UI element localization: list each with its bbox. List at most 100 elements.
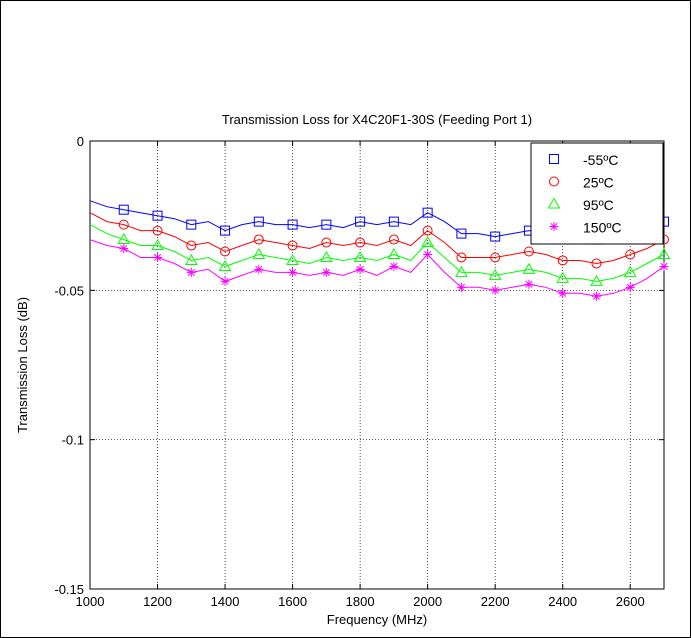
axis-ticks: 1000 1200 1400 1600 1800 2000 2200 2400 2600 -0.1… — [54, 134, 664, 609]
series-marker — [556, 271, 570, 283]
legend: -55ºC 25ºC 95ºC 150ºC — [530, 142, 664, 245]
series-marker — [118, 204, 129, 215]
series-marker — [625, 282, 635, 292]
series-marker — [625, 249, 636, 260]
series-marker — [218, 259, 232, 271]
series-line — [89, 239, 665, 297]
series-line — [89, 224, 665, 282]
series-marker — [659, 261, 669, 271]
series-marker — [321, 237, 332, 248]
series-marker — [389, 261, 399, 271]
series-marker — [153, 252, 163, 262]
series-marker — [151, 239, 164, 251]
series-marker — [456, 282, 466, 292]
series-marker — [524, 279, 534, 289]
series-marker — [118, 219, 129, 230]
series-marker — [355, 216, 366, 227]
plot-area — [89, 140, 665, 590]
y-tick-label: 0 — [77, 134, 84, 149]
series-marker — [186, 219, 197, 230]
series-marker — [287, 219, 298, 230]
x-tick-label: 1000 — [76, 594, 105, 609]
series-marker — [388, 234, 399, 245]
series-marker — [657, 247, 671, 259]
legend-marker — [549, 154, 559, 164]
legend-entry: -55ºC — [549, 152, 618, 168]
series-marker — [422, 207, 433, 218]
y-tick-label: -0.1 — [62, 433, 84, 448]
series-marker — [590, 274, 603, 286]
x-tick-label: 2000 — [413, 594, 442, 609]
series-marker — [387, 247, 401, 259]
series-marker — [184, 253, 198, 265]
x-tick-label: 2600 — [616, 594, 645, 609]
series-marker — [422, 225, 433, 236]
series-marker — [252, 247, 266, 259]
legend-label: 150ºC — [583, 220, 622, 236]
series-marker — [490, 285, 500, 295]
series-marker — [152, 210, 163, 221]
series-marker — [186, 240, 197, 251]
x-axis-label: Frequency (MHz) — [327, 612, 427, 627]
series-marker — [523, 246, 534, 257]
y-axis-label: Transmission Loss (dB) — [15, 297, 30, 433]
series-marker — [355, 237, 366, 248]
series-marker — [490, 231, 501, 242]
series-marker — [253, 216, 264, 227]
y-tick-label: -0.15 — [54, 582, 84, 597]
series-marker — [119, 244, 129, 254]
series-marker — [220, 276, 230, 286]
series-marker — [286, 253, 299, 265]
series-2 — [89, 212, 669, 269]
x-tick-label: 2400 — [548, 594, 577, 609]
series-marker — [319, 250, 333, 262]
series-marker — [388, 216, 399, 227]
series-marker — [254, 264, 264, 274]
legend-entry: 95ºC — [547, 197, 614, 213]
series-marker — [355, 264, 365, 274]
series-marker — [253, 234, 264, 245]
series-marker — [557, 255, 568, 266]
chart-title: Transmission Loss for X4C20F1-30S (Feedi… — [222, 112, 532, 127]
series-marker — [488, 268, 502, 280]
series-marker — [287, 240, 298, 251]
series-marker — [288, 267, 298, 277]
series-marker — [353, 250, 367, 262]
x-tick-label: 1400 — [211, 594, 240, 609]
series-marker — [321, 267, 331, 277]
series-marker — [421, 236, 435, 248]
series-marker — [591, 258, 602, 269]
series-marker — [186, 267, 196, 277]
series-line — [89, 212, 665, 265]
legend-label: -55ºC — [583, 152, 618, 168]
series-marker — [591, 291, 601, 301]
series-marker — [623, 265, 637, 277]
legend-marker — [549, 176, 559, 187]
series-marker — [456, 252, 467, 263]
x-tick-label: 2200 — [481, 594, 510, 609]
series-marker — [558, 288, 568, 298]
series-3 — [89, 224, 671, 286]
series-marker — [423, 249, 433, 259]
series-marker — [117, 233, 131, 245]
series-marker — [456, 228, 467, 239]
series-4 — [89, 239, 669, 301]
x-tick-label: 1200 — [143, 594, 172, 609]
legend-entry: 150ºC — [549, 220, 622, 236]
series-marker — [321, 219, 332, 230]
legend-label: 25ºC — [583, 175, 614, 191]
x-tick-label: 1800 — [346, 594, 375, 609]
legend-label: 95ºC — [583, 197, 614, 213]
series-marker — [220, 225, 231, 236]
series-marker — [490, 252, 501, 263]
legend-marker — [549, 222, 559, 231]
legend-marker — [547, 197, 561, 209]
series-marker — [455, 265, 468, 277]
series-marker — [522, 262, 536, 274]
y-tick-label: -0.05 — [54, 283, 84, 298]
series-marker — [152, 225, 163, 236]
x-tick-label: 1600 — [278, 594, 307, 609]
legend-entry: 25ºC — [549, 175, 614, 191]
